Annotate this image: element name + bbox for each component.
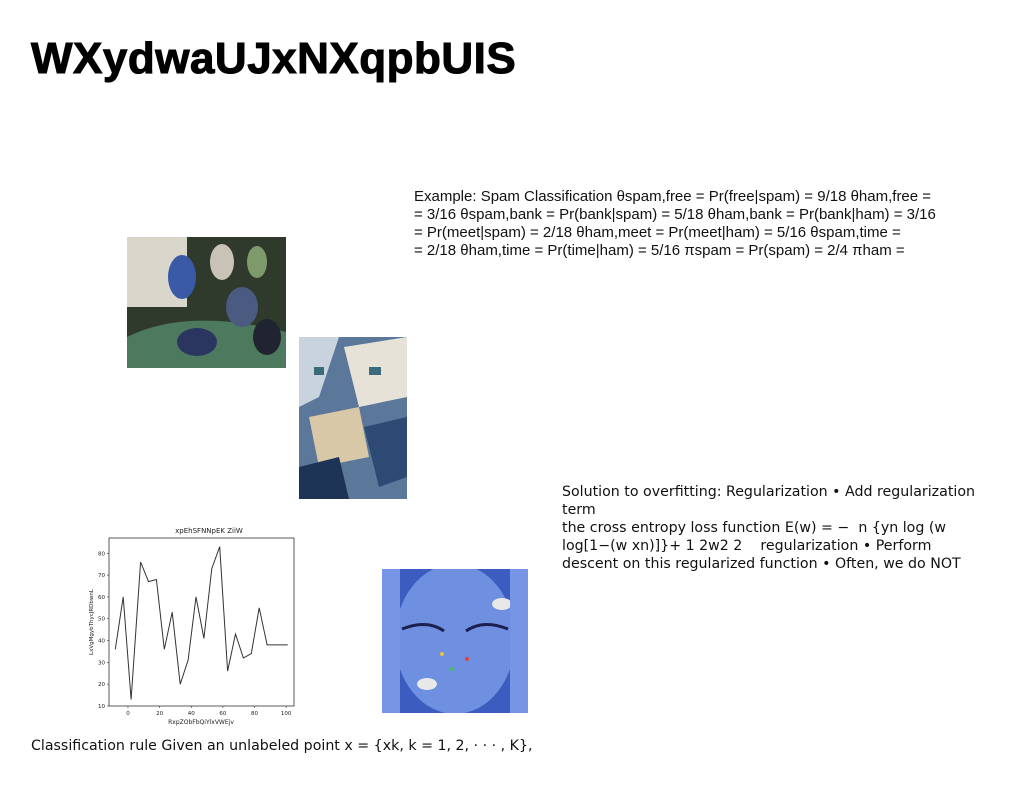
regularization-line: the cross entropy loss function E(w) = −…: [562, 520, 947, 536]
chart-x-tick-label: 0: [126, 711, 130, 717]
regularization-line: descent on this regularized function • O…: [562, 556, 961, 572]
regularization-line: log[1−￼(w ￼xn)]}+ 1 2￼￼w￼2 2 ￼ ￼￼ ￼ regu…: [562, 538, 932, 554]
spam-example-line: = 2/18 θham,time = Pr(time|ham) = 5/16 π…: [414, 242, 905, 259]
chart-x-axis-label: RxpZObFbQiYlxVWEjv: [168, 719, 234, 726]
chart-x-tick-label: 60: [219, 711, 226, 717]
chart-y-tick-label: 40: [98, 639, 105, 645]
chart-y-tick-label: 80: [98, 551, 105, 557]
city-buildings-photo: [299, 337, 407, 499]
glitter-face-photo: [382, 569, 528, 713]
page-title: WXydwaUJxNXqpbUIS: [30, 34, 517, 84]
spam-example-line: Example: Spam Classification θspam,free …: [414, 188, 932, 205]
chart-y-tick-label: 70: [98, 573, 105, 579]
chart-x-tick-label: 20: [156, 711, 163, 717]
line-chart: xpEhSFNNpEK ZiiW 10 20 30 40 50 60 70 80 0 20 40 6…: [89, 527, 295, 726]
chart-y-tick-label: 30: [98, 660, 105, 666]
chart-y-tick-label: 10: [98, 704, 105, 710]
chart-x-tick-label: 80: [251, 711, 258, 717]
chart-y-tick-label: 50: [98, 617, 105, 623]
chart-y-axis-label: LxVgMgybThycJRDbwnL: [89, 588, 95, 655]
spam-example-line: = 3/16 θspam,bank = Pr(bank|spam) = 5/18…: [414, 206, 936, 223]
chart-x-tick-label: 100: [281, 711, 292, 717]
chart-series-line: [114, 546, 288, 700]
group-seated-photo: [127, 237, 286, 368]
classification-rule-text: Classification rule Given an unlabeled p…: [31, 738, 533, 754]
spam-example-line: = Pr(meet|spam) = 2/18 θham,meet = Pr(me…: [414, 224, 901, 241]
chart-title: xpEhSFNNpEK ZiiW: [175, 527, 243, 535]
chart-y-tick-label: 60: [98, 595, 105, 601]
chart-plot-area: [108, 537, 295, 707]
regularization-text: Solution to overfitting: Regularization …: [562, 483, 1012, 573]
chart-x-tick-label: 40: [188, 711, 195, 717]
chart-y-tick-label: 20: [98, 682, 105, 688]
spam-example-text: Example: Spam Classification θspam,free …: [414, 188, 984, 260]
regularization-line: Solution to overfitting: Regularization …: [562, 484, 976, 518]
